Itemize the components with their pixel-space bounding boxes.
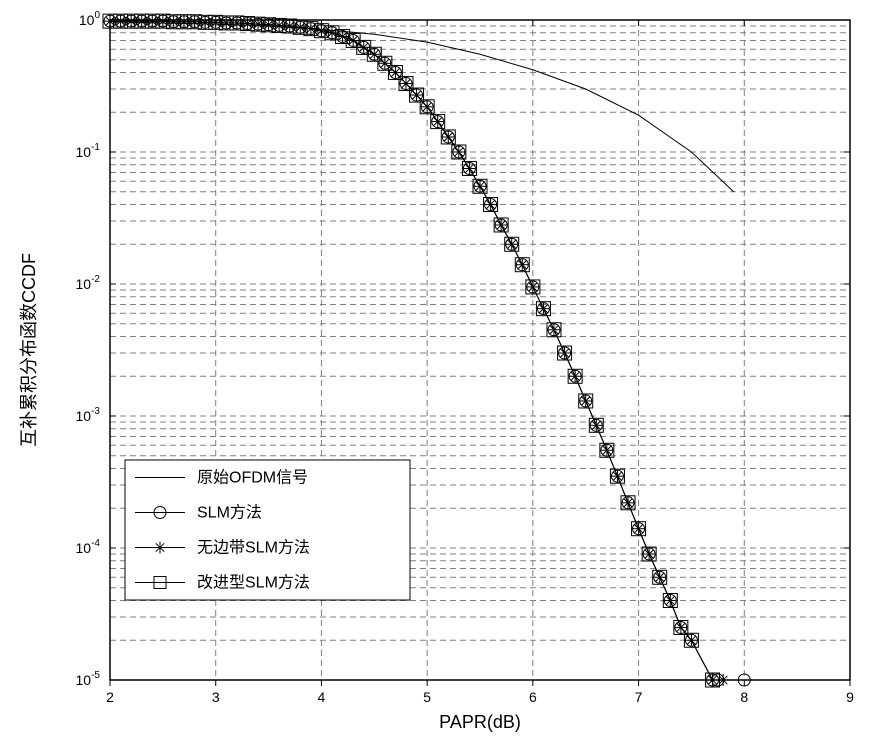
svg-text:10-1: 10-1	[76, 142, 101, 160]
svg-text:10-5: 10-5	[76, 670, 101, 688]
svg-text:10-2: 10-2	[76, 274, 101, 292]
svg-text:改进型SLM方法: 改进型SLM方法	[197, 574, 310, 592]
svg-text:4: 4	[318, 689, 326, 705]
svg-text:9: 9	[846, 689, 854, 705]
svg-text:SLM方法: SLM方法	[197, 504, 262, 522]
svg-text:无边带SLM方法: 无边带SLM方法	[197, 539, 310, 557]
chart-svg: 2 3 4 5 6 7 8 9 PAPR(dB) 10-5 10-4 10-3 10-2 10-1 100 互…	[0, 0, 880, 743]
svg-text:5: 5	[423, 689, 431, 705]
svg-text:PAPR(dB): PAPR(dB)	[439, 712, 521, 732]
svg-text:100: 100	[79, 10, 101, 28]
svg-text:2: 2	[106, 689, 114, 705]
svg-text:3: 3	[212, 689, 220, 705]
svg-text:原始OFDM信号: 原始OFDM信号	[197, 469, 308, 487]
svg-text:7: 7	[635, 689, 643, 705]
ccdf-chart: 2 3 4 5 6 7 8 9 PAPR(dB) 10-5 10-4 10-3 10-2 10-1 100 互…	[0, 0, 880, 743]
svg-text:6: 6	[529, 689, 537, 705]
svg-text:10-4: 10-4	[76, 538, 101, 556]
svg-text:8: 8	[740, 689, 748, 705]
svg-text:10-3: 10-3	[76, 406, 101, 424]
svg-text:互补累积分布函数CCDF: 互补累积分布函数CCDF	[19, 253, 39, 447]
